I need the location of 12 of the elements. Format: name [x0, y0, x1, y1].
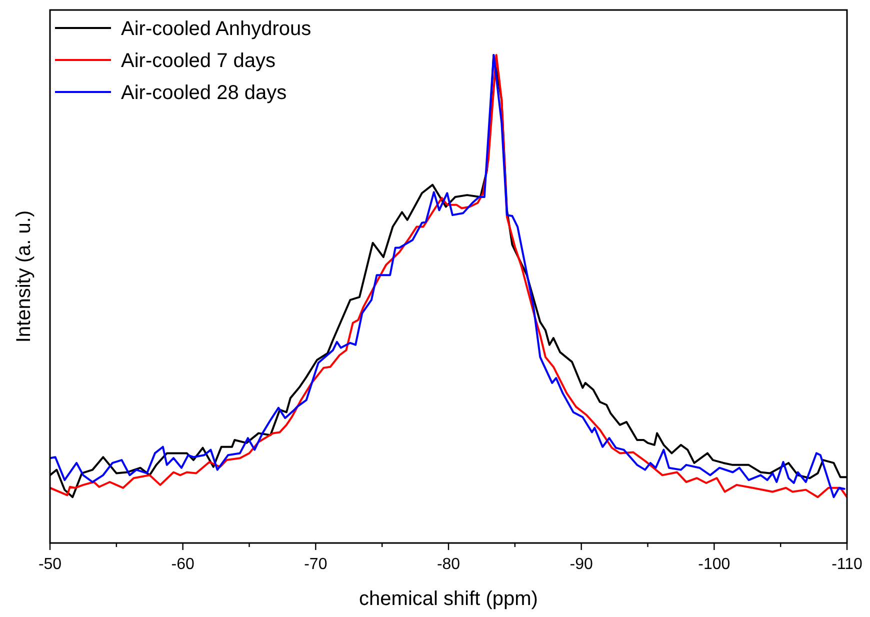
- x-axis-title: chemical shift (ppm): [359, 588, 538, 610]
- x-tick-label: -60: [171, 556, 194, 573]
- x-tick-label: -80: [436, 556, 460, 573]
- x-tick-label: -90: [570, 556, 593, 573]
- x-tick-label: -100: [698, 556, 730, 573]
- y-axis-title: Intensity (a. u.): [13, 210, 35, 343]
- legend-label: Air-cooled 28 days: [121, 82, 287, 104]
- x-tick-label: -50: [38, 556, 62, 573]
- x-tick-label: -110: [832, 556, 863, 573]
- legend-label: Air-cooled Anhydrous: [121, 18, 312, 40]
- legend-label: Air-cooled 7 days: [121, 50, 276, 72]
- x-tick-label: -70: [304, 556, 328, 573]
